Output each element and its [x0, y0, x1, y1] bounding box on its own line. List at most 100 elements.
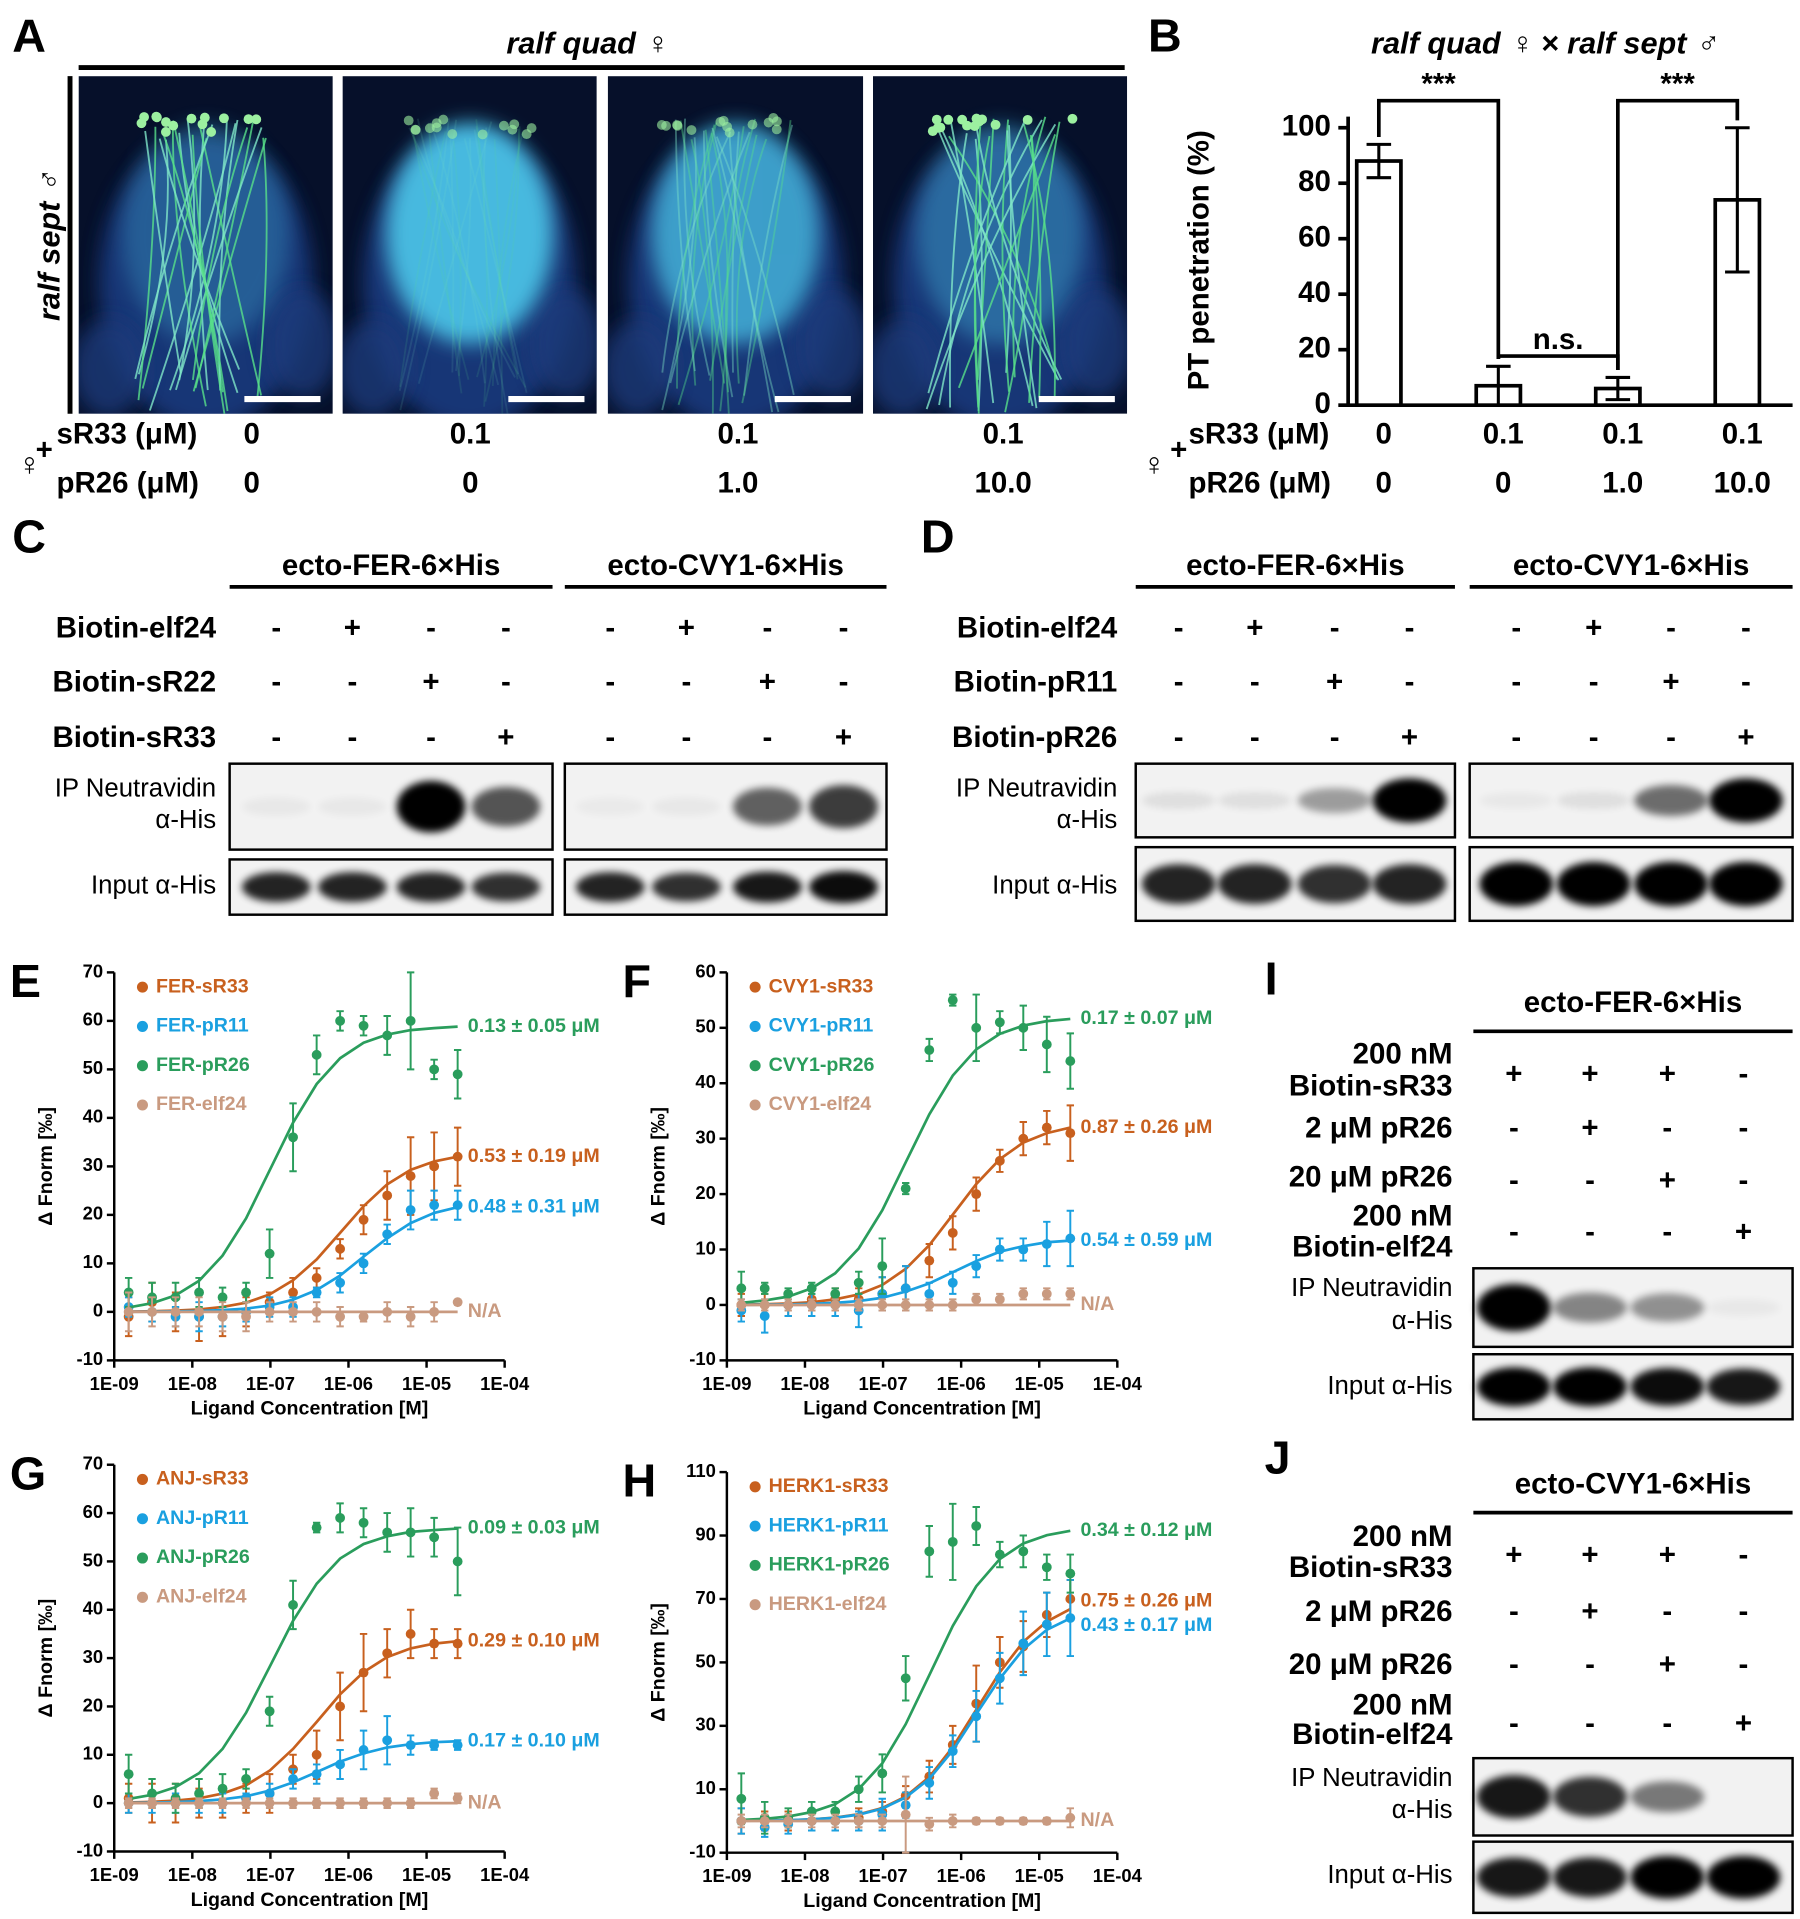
pollen-tube [144, 130, 182, 373]
pollen-tube [676, 124, 716, 389]
data-point [311, 1798, 322, 1809]
pollen-tube [949, 117, 995, 404]
blot-label: Input α-His [91, 871, 216, 899]
data-point [947, 1300, 958, 1310]
legend-label: HERK1-sR33 [769, 1475, 889, 1497]
pollen-tube [398, 118, 450, 391]
sign: - [1585, 1216, 1595, 1249]
sign: - [1405, 612, 1415, 645]
panel-letter: E [10, 955, 41, 1007]
data-point [405, 1171, 416, 1181]
band [1630, 1781, 1705, 1813]
x-tick-label: 1E-08 [780, 1865, 829, 1886]
pollen-grain [969, 121, 980, 131]
data-point [924, 1288, 935, 1299]
blot-label: IP Neutravidin [1291, 1274, 1452, 1302]
data-point [358, 1258, 369, 1269]
row-label: Biotin-sR33 [1289, 1551, 1453, 1584]
data-point [994, 1244, 1005, 1255]
fit-label: 0.43 ± 0.17 μM [1080, 1614, 1212, 1636]
band [318, 872, 387, 902]
data-point [877, 1816, 888, 1826]
sign: - [1741, 612, 1751, 645]
x-tick-label: 1E-09 [702, 1373, 751, 1394]
data-point [1018, 1288, 1029, 1299]
sign: + [1581, 1539, 1598, 1572]
data-point [806, 1300, 817, 1310]
x-axis-label: Ligand Concentration [M] [803, 1398, 1041, 1420]
pollen-tubes [385, 122, 554, 344]
data-point [947, 995, 958, 1006]
row-value: 0 [1376, 467, 1392, 500]
y-tick-label: 20 [83, 1694, 103, 1715]
data-point [123, 1306, 134, 1317]
blot-label: α-His [1057, 806, 1118, 834]
row-label: Biotin-sR22 [52, 666, 216, 699]
data-point [971, 1022, 982, 1033]
pollen-grain [672, 120, 682, 130]
pollen-grain [1067, 113, 1078, 124]
group-header: ecto-CVY1-6×His [607, 549, 844, 582]
band [1141, 864, 1216, 904]
fit-label: 0.48 ± 0.31 μM [468, 1195, 600, 1217]
legend-label: HERK1-pR11 [769, 1514, 889, 1536]
blot-label: IP Neutravidin [55, 774, 216, 802]
data-point [264, 1788, 275, 1799]
row-value: 0 [1495, 467, 1511, 500]
data-point [288, 1600, 298, 1610]
sign: - [1662, 1595, 1672, 1628]
pollen-tube [927, 119, 1027, 394]
significance-label: *** [1660, 68, 1695, 101]
data-point [382, 1527, 393, 1538]
x-tick-label: 1E-09 [90, 1864, 139, 1885]
sign: - [1509, 1707, 1519, 1740]
pollen-tube [475, 119, 519, 380]
data-point [358, 1214, 369, 1225]
legend-marker [749, 981, 761, 993]
pollen-tube [731, 131, 740, 373]
row-label: Biotin-pR11 [954, 666, 1118, 699]
row-label: 2 μM pR26 [1305, 1595, 1452, 1628]
data-point [1041, 1288, 1052, 1299]
data-point [264, 1798, 275, 1809]
band [1553, 1776, 1627, 1817]
pollen-tube [1012, 116, 1047, 378]
legend-marker [136, 981, 148, 993]
blot-label: Input α-His [992, 871, 1117, 899]
x-axis-label: Ligand Concentration [M] [191, 1889, 429, 1911]
data-point [452, 1740, 463, 1751]
fit-label: 0.17 ± 0.10 μM [468, 1729, 600, 1751]
sign: + [422, 666, 439, 699]
sign: - [1250, 666, 1260, 699]
data-point [217, 1798, 228, 1809]
band [1706, 1368, 1781, 1405]
pollen-tube [690, 139, 714, 414]
blot-label: α-His [155, 806, 216, 834]
row-label: sR33 (μM) [1189, 418, 1330, 451]
data-point [452, 1151, 463, 1162]
legend-label: ANJ-elf24 [156, 1586, 247, 1608]
row-value: 10.0 [974, 467, 1031, 500]
band [733, 871, 802, 903]
data-point [900, 1300, 911, 1310]
sign: - [1511, 612, 1521, 645]
y-tick-label: 70 [83, 1453, 103, 1474]
data-point [311, 1522, 322, 1533]
pollen-grain [971, 113, 982, 124]
pollen-tube [735, 138, 768, 384]
pollen-grain [431, 122, 442, 133]
pollen-grain [438, 114, 449, 125]
row-label: Biotin-sR33 [1289, 1070, 1453, 1103]
significance-bracket [1376, 98, 1501, 359]
group-header: ecto-FER-6×His [1524, 986, 1742, 1019]
pollen-tube [410, 123, 470, 380]
sign: + [344, 612, 361, 645]
data-point [830, 1816, 841, 1826]
data-point [994, 1816, 1005, 1826]
pollen-tube [938, 119, 1043, 406]
data-point [429, 1064, 440, 1075]
data-point [241, 1287, 251, 1298]
pollen-tube [452, 140, 462, 376]
ovule [78, 319, 146, 414]
